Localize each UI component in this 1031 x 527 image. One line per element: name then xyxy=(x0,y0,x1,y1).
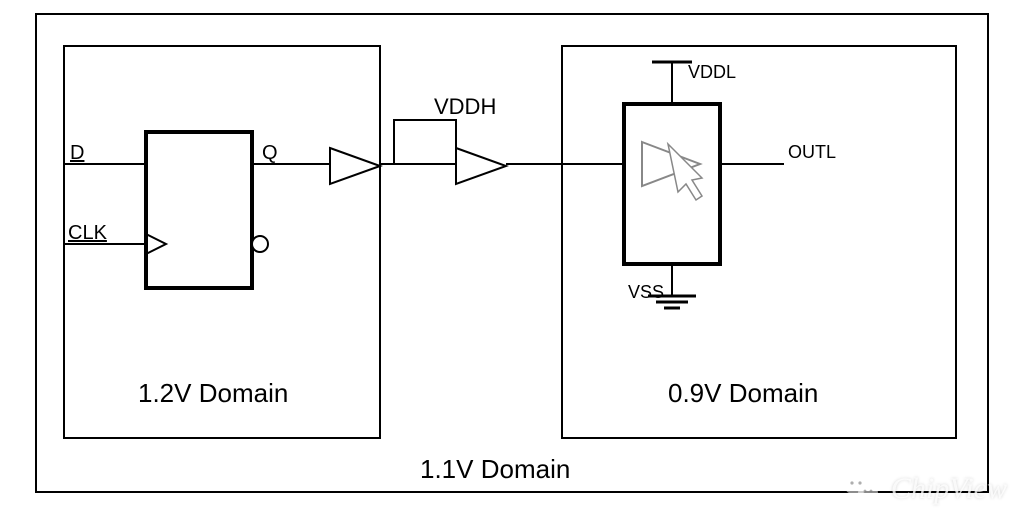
label-q: Q xyxy=(262,142,278,165)
label-clk: CLK xyxy=(68,222,107,245)
label-d: D xyxy=(70,142,84,165)
label-1-2v-domain: 1.2V Domain xyxy=(138,378,288,409)
label-vddh: VDDH xyxy=(434,94,496,120)
label-outl: OUTL xyxy=(788,142,836,163)
label-vss: VSS xyxy=(628,282,664,303)
wechat-icon xyxy=(841,469,881,509)
label-0-9v-domain: 0.9V Domain xyxy=(668,378,818,409)
watermark: ChipView xyxy=(841,469,1007,509)
label-vddl: VDDL xyxy=(688,62,736,83)
watermark-text: ChipView xyxy=(891,472,1007,506)
svg-canvas xyxy=(0,0,1031,527)
label-1-1v-domain: 1.1V Domain xyxy=(420,454,570,485)
voltage-domain-diagram: 1.1V Domain 1.2V Domain 0.9V Domain D CL… xyxy=(0,0,1031,527)
